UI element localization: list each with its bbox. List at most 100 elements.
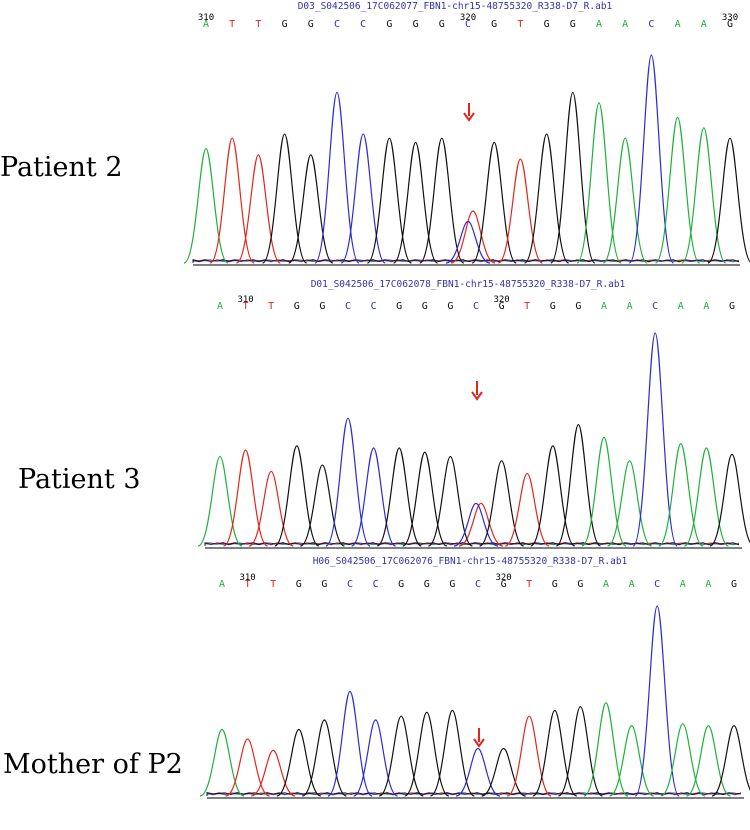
base-call-T: T	[229, 19, 235, 30]
variant-arrow-head	[471, 391, 483, 401]
peak-G	[532, 709, 578, 797]
base-call-C: C	[345, 301, 351, 312]
peak-T	[251, 749, 296, 797]
base-call-A: A	[701, 19, 707, 30]
peak-A	[576, 102, 622, 264]
peak-G	[530, 445, 576, 547]
peak-G	[430, 709, 475, 797]
position-label: 310	[198, 13, 214, 23]
peak-T	[236, 154, 281, 264]
position-label: 320	[495, 573, 511, 583]
base-call-C: C	[371, 301, 377, 312]
peak-A	[183, 147, 229, 264]
base-call-A: A	[703, 301, 709, 312]
peak-G	[274, 445, 320, 547]
peak-T	[498, 158, 543, 264]
chromatogram-panel-1: Patient 2 D03_S042506_17C062077_FBN1-chr…	[0, 0, 750, 275]
base-call-T: T	[255, 19, 261, 30]
peak-C	[327, 690, 373, 797]
base-call-G: G	[422, 301, 428, 312]
peak-G	[479, 460, 524, 547]
peak-G	[707, 137, 750, 264]
base-call-G: G	[449, 579, 455, 590]
base-call-G: G	[552, 579, 558, 590]
peak-A	[607, 460, 652, 547]
sample-label: Patient 3	[18, 464, 141, 495]
base-call-A: A	[678, 301, 684, 312]
trace-title: D03_S042506_17C062077_FBN1-chr15-4875532…	[298, 1, 613, 12]
position-label: 330	[722, 13, 738, 23]
peak-T	[223, 449, 268, 547]
base-call-G: G	[499, 301, 505, 312]
base-call-G: G	[729, 301, 735, 312]
peak-G	[428, 455, 473, 547]
base-call-T: T	[517, 19, 523, 30]
base-call-G: G	[501, 579, 507, 590]
base-call-G: G	[727, 19, 733, 30]
variant-arrow-head	[463, 112, 475, 122]
base-call-C: C	[648, 19, 654, 30]
position-label: 310	[239, 573, 255, 583]
chromatogram-panel-2: Patient 3 D01_S042506_17C062078_FBN1-chr…	[0, 278, 750, 553]
base-call-G: G	[282, 19, 288, 30]
baseline-noise	[192, 258, 740, 263]
base-call-G: G	[439, 19, 445, 30]
base-call-T: T	[270, 579, 276, 590]
base-call-G: G	[570, 19, 576, 30]
peak-G	[300, 464, 345, 547]
base-call-A: A	[596, 19, 602, 30]
base-call-G: G	[731, 579, 737, 590]
base-call-T: T	[268, 301, 274, 312]
peak-G	[288, 154, 334, 264]
secondary-peak-T	[458, 502, 504, 547]
peak-A	[684, 447, 729, 547]
base-call-C: C	[347, 579, 353, 590]
base-call-C: C	[652, 301, 658, 312]
base-call-G: G	[491, 19, 497, 30]
peak-A	[655, 116, 701, 264]
peak-G	[366, 137, 412, 264]
peak-G	[276, 728, 322, 797]
peak-A	[660, 723, 706, 797]
peak-G	[481, 747, 526, 797]
peak-A	[583, 702, 629, 797]
base-call-G: G	[296, 579, 302, 590]
peak-G	[393, 141, 439, 264]
peak-A	[686, 725, 731, 797]
peak-G	[419, 137, 465, 264]
base-call-C: C	[475, 579, 481, 590]
base-call-C: C	[465, 19, 471, 30]
base-call-G: G	[396, 301, 402, 312]
peak-C	[634, 605, 680, 797]
base-call-G: G	[577, 579, 583, 590]
base-call-G: G	[424, 579, 430, 590]
base-call-G: G	[544, 19, 550, 30]
base-call-A: A	[675, 19, 681, 30]
base-call-G: G	[319, 301, 325, 312]
chromatogram-chart: D03_S042506_17C062077_FBN1-chr15-4875532…	[183, 1, 750, 266]
base-call-T: T	[245, 579, 251, 590]
peak-T	[248, 470, 294, 547]
base-call-A: A	[203, 19, 209, 30]
base-call-C: C	[473, 301, 479, 312]
position-label: 320	[493, 295, 509, 305]
base-call-T: T	[526, 579, 532, 590]
peak-C	[628, 54, 674, 264]
base-call-A: A	[705, 579, 711, 590]
base-call-G: G	[321, 579, 327, 590]
peak-G	[555, 423, 601, 547]
peak-T	[506, 715, 552, 797]
base-call-T: T	[524, 301, 530, 312]
peak-A	[581, 436, 627, 547]
peak-G	[378, 715, 424, 797]
chromatogram-panel-3: Mother of P2 H06_S042506_17C062076_FBN1-…	[0, 556, 750, 830]
base-call-G: G	[294, 301, 300, 312]
base-call-A: A	[219, 579, 225, 590]
peak-G	[402, 451, 448, 547]
peak-G	[376, 447, 422, 547]
base-call-C: C	[654, 579, 660, 590]
peak-A	[609, 725, 654, 797]
position-label: 310	[237, 295, 253, 305]
peak-A	[602, 137, 648, 264]
peak-C	[325, 417, 371, 547]
